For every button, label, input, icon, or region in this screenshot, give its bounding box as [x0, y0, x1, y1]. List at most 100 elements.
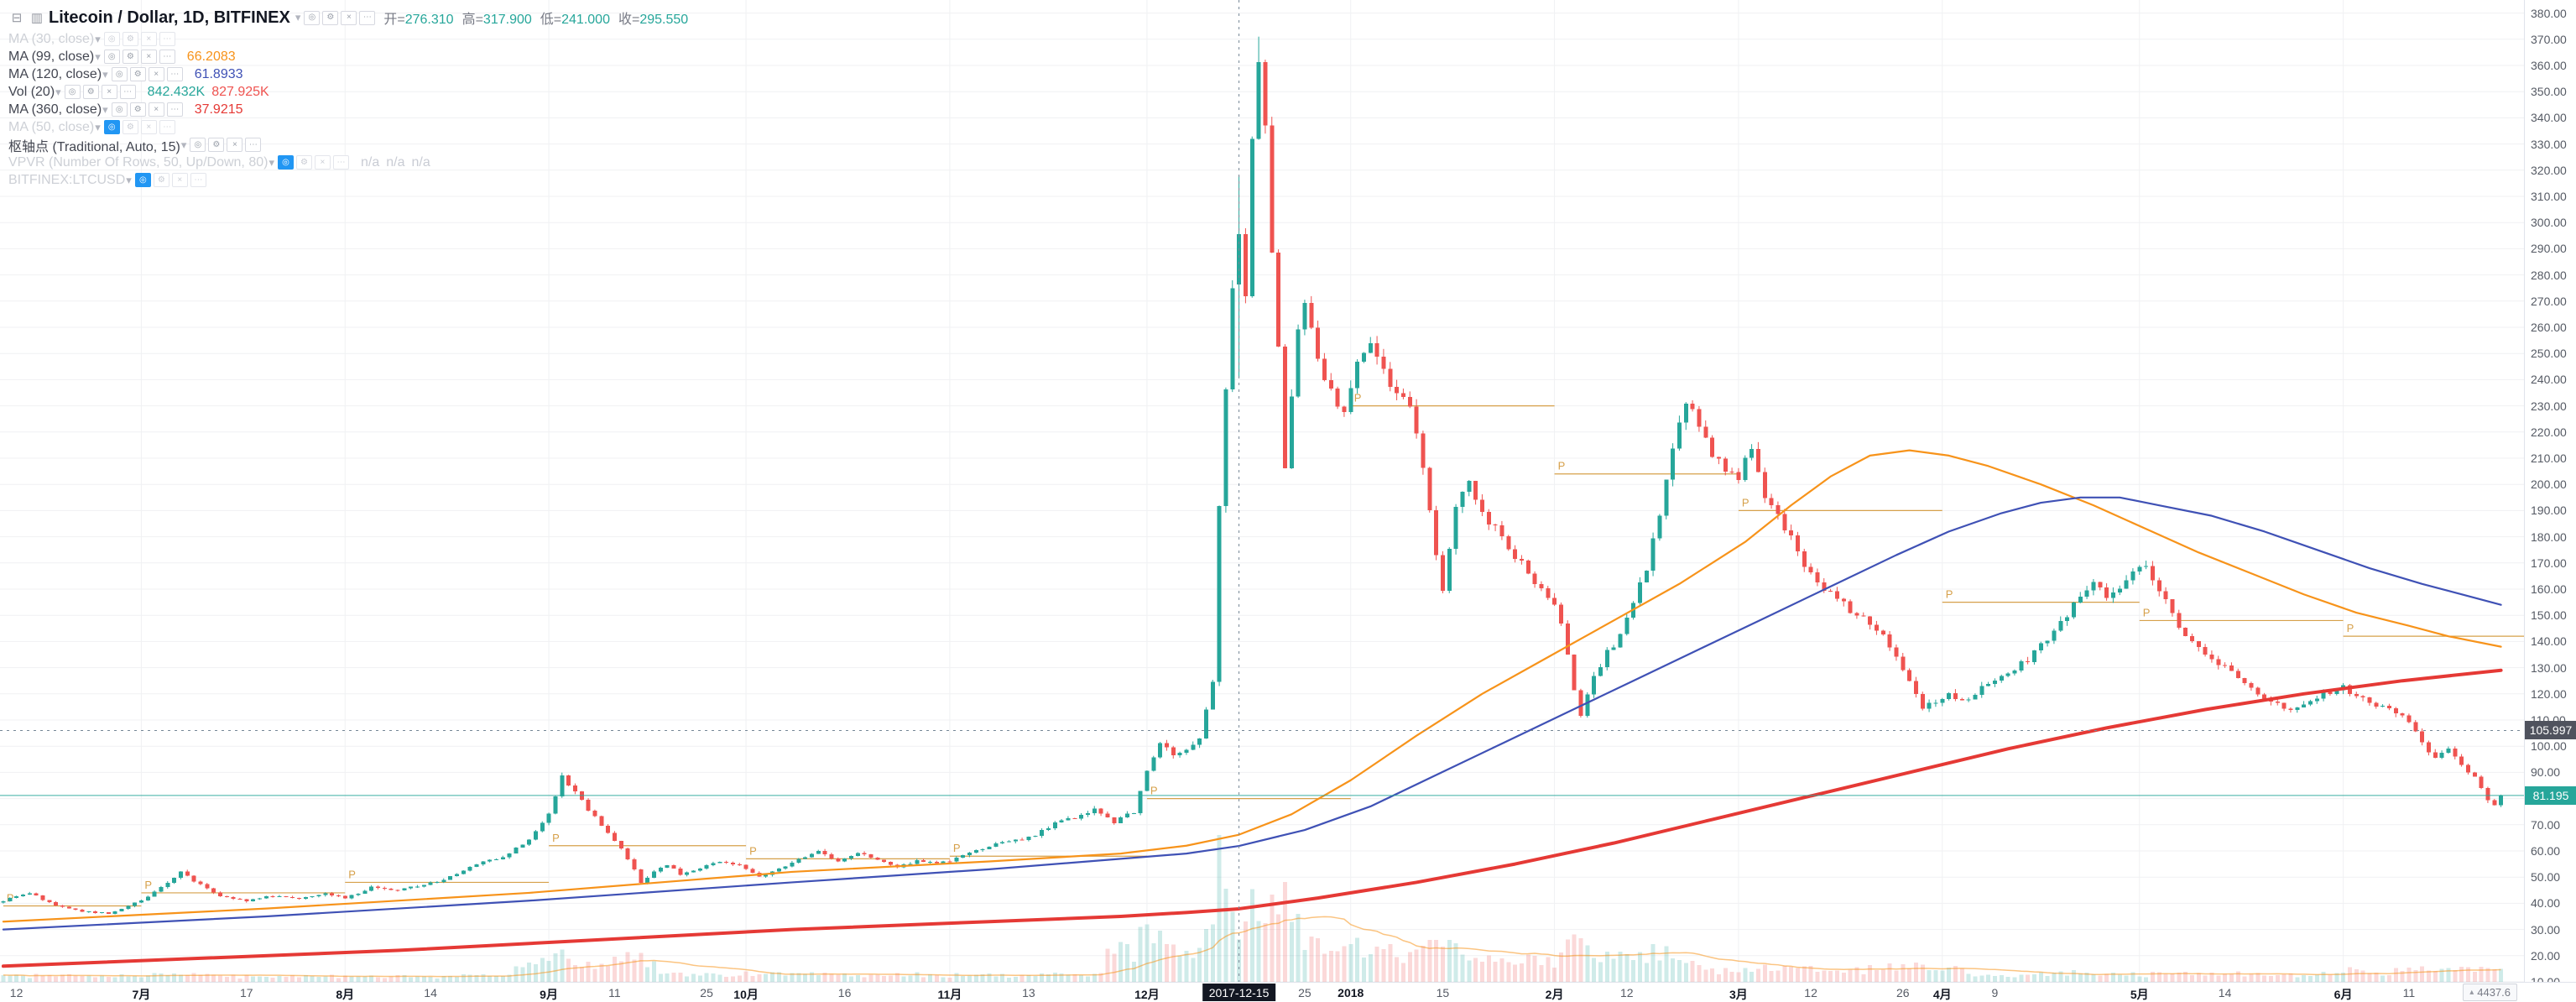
indicator-legend: ⊟ ▥ Litecoin / Dollar, 1D, BITFINEX ▾ ◎ ⚙…: [8, 5, 688, 189]
time-tick-label: 8月: [336, 988, 355, 1001]
time-tick-label: 25: [700, 986, 713, 999]
indicator-title[interactable]: MA (50, close): [8, 119, 95, 134]
close-icon[interactable]: ×: [148, 67, 164, 81]
time-axis[interactable]: 2017-12-15 12 7月 17 8月 14 9月 11 25 10月 16 11月 13 12月…: [0, 982, 2576, 1002]
price-tick-label: 160.00: [2531, 582, 2567, 596]
chevron-down-icon[interactable]: ▾: [295, 11, 301, 23]
ohlc-pair: 收=295.550: [618, 13, 689, 27]
gear-icon[interactable]: ⚙: [122, 50, 138, 64]
svg-text:P: P: [1742, 496, 1749, 509]
close-icon[interactable]: ×: [140, 120, 157, 134]
indicator-buttons: ◎ ⚙ × ⋯: [134, 173, 206, 187]
chevron-down-icon: ▾: [55, 85, 61, 98]
more-icon[interactable]: ⋯: [159, 120, 175, 134]
time-tick-label: 5月: [2130, 988, 2149, 1001]
indicator-title[interactable]: Vol (20): [8, 84, 55, 99]
gear-icon[interactable]: ⚙: [122, 120, 138, 134]
price-tick-label: 270.00: [2531, 294, 2567, 308]
eye-icon[interactable]: ◎: [103, 120, 120, 134]
collapse-panel-icon[interactable]: ⊟: [11, 11, 23, 25]
price-tick-label: 50.00: [2531, 870, 2561, 885]
eye-icon[interactable]: ◎: [190, 138, 206, 152]
indicator-row: MA (360, close) ▾ ◎ ⚙ × ⋯ 37.9215: [8, 101, 688, 118]
more-icon[interactable]: ⋯: [190, 173, 206, 187]
indicator-title[interactable]: MA (99, close): [8, 49, 95, 64]
time-tick-label: 7月: [132, 988, 151, 1001]
time-tick-label: 15: [1436, 986, 1450, 999]
series-buttons: ◎ ⚙ × ⋯: [304, 10, 376, 25]
more-icon[interactable]: ⋯: [245, 138, 262, 152]
price-axis[interactable]: 105.997 81.195 10.0020.0030.0040.0050.00…: [2524, 0, 2576, 989]
price-tick-label: 340.00: [2531, 111, 2567, 125]
price-tick-label: 300.00: [2531, 216, 2567, 230]
gear-icon[interactable]: ⚙: [122, 32, 138, 46]
time-tick-label: 12: [1804, 986, 1817, 999]
eye-icon[interactable]: ◎: [103, 32, 120, 46]
price-tick-label: 290.00: [2531, 242, 2567, 256]
time-tick-label: 6月: [2334, 988, 2353, 1001]
time-tick-label: 17: [239, 986, 253, 999]
indicator-row: Vol (20) ▾ ◎ ⚙ × ⋯ 842.432K 827.925K: [8, 83, 688, 101]
candles-layer: [1, 36, 2504, 915]
eye-icon[interactable]: ◎: [111, 102, 128, 117]
chevron-down-icon: ▾: [126, 173, 132, 186]
indicator-values: 37.9215: [194, 102, 243, 117]
price-tick-label: 230.00: [2531, 399, 2567, 413]
more-icon[interactable]: ⋯: [166, 102, 183, 117]
corner-stat-value: 4437.6: [2477, 986, 2511, 999]
close-icon[interactable]: ×: [314, 155, 331, 170]
indicator-title[interactable]: MA (360, close): [8, 102, 102, 117]
svg-text:P: P: [1150, 785, 1158, 797]
candlestick-chart-icon[interactable]: ▥: [30, 11, 44, 25]
time-tick-label: 14: [2218, 986, 2232, 999]
gear-icon[interactable]: ⚙: [208, 138, 225, 152]
ohlc-pair: 开=276.310: [383, 13, 454, 27]
close-icon[interactable]: ×: [227, 138, 243, 152]
time-tick-label: 2018: [1338, 986, 1364, 999]
eye-icon[interactable]: ◎: [111, 67, 128, 81]
more-icon[interactable]: ⋯: [359, 10, 376, 25]
more-icon[interactable]: ⋯: [159, 32, 175, 46]
corner-stat-tag[interactable]: ▴ 4437.6: [2463, 984, 2517, 1001]
eye-icon[interactable]: ◎: [277, 155, 294, 170]
symbol-title[interactable]: Litecoin / Dollar, 1D, BITFINEX: [49, 8, 290, 27]
eye-icon[interactable]: ◎: [134, 173, 151, 187]
indicator-title[interactable]: MA (120, close): [8, 66, 102, 81]
gear-icon[interactable]: ⚙: [295, 155, 312, 170]
indicator-row: MA (99, close) ▾ ◎ ⚙ × ⋯ 66.2083: [8, 48, 688, 65]
eye-icon[interactable]: ◎: [64, 85, 81, 99]
gear-icon[interactable]: ⚙: [153, 173, 169, 187]
gear-icon[interactable]: ⚙: [322, 10, 339, 25]
gear-icon[interactable]: ⚙: [129, 102, 146, 117]
crosshair-price-tag: 105.997: [2525, 721, 2576, 740]
indicator-title[interactable]: 枢轴点 (Traditional, Auto, 15): [8, 139, 180, 154]
indicator-buttons: ◎ ⚙ × ⋯: [64, 85, 136, 99]
more-icon[interactable]: ⋯: [166, 67, 183, 81]
close-icon[interactable]: ×: [101, 85, 117, 99]
eye-icon[interactable]: ◎: [103, 50, 120, 64]
more-icon[interactable]: ⋯: [332, 155, 349, 170]
close-icon[interactable]: ×: [140, 32, 157, 46]
svg-text:P: P: [552, 832, 560, 844]
more-icon[interactable]: ⋯: [119, 85, 136, 99]
gear-icon[interactable]: ⚙: [129, 67, 146, 81]
indicator-title[interactable]: MA (30, close): [8, 31, 95, 46]
ma-layer: [1, 449, 2503, 968]
price-tick-label: 20.00: [2531, 948, 2561, 963]
indicator-title[interactable]: BITFINEX:LTCUSD: [8, 172, 126, 187]
close-icon[interactable]: ×: [171, 173, 188, 187]
gear-icon[interactable]: ⚙: [82, 85, 99, 99]
price-tick-label: 260.00: [2531, 321, 2567, 334]
indicator-row: 枢轴点 (Traditional, Auto, 15) ▾ ◎ ⚙ × ⋯: [8, 136, 688, 154]
eye-icon[interactable]: ◎: [304, 10, 321, 25]
more-icon[interactable]: ⋯: [159, 50, 175, 64]
indicator-title[interactable]: VPVR (Number Of Rows, 50, Up/Down, 80): [8, 154, 269, 170]
close-icon[interactable]: ×: [140, 50, 157, 64]
time-tick-label: 11: [2402, 986, 2416, 999]
close-icon[interactable]: ×: [341, 10, 357, 25]
indicator-rows: MA (30, close) ▾ ◎ ⚙ × ⋯ MA (99, close) ▾ ◎ ⚙ × ⋯ 66…: [8, 30, 688, 189]
close-icon[interactable]: ×: [148, 102, 164, 117]
indicator-row: MA (30, close) ▾ ◎ ⚙ × ⋯: [8, 30, 688, 48]
